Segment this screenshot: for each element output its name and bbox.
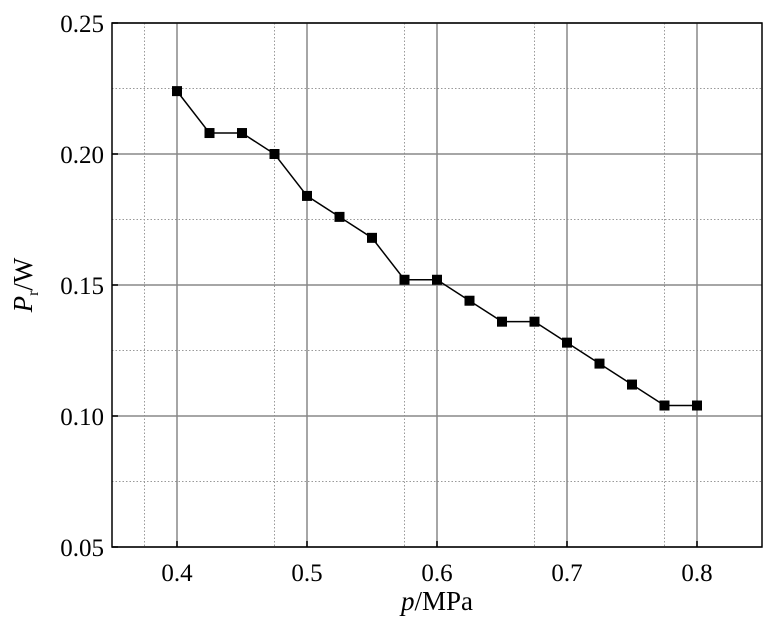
y-tick-label: 0.05 [60, 535, 104, 562]
data-point [237, 128, 247, 139]
axes [111, 22, 763, 548]
data-point [269, 149, 280, 159]
series [172, 86, 702, 411]
data-point [302, 190, 312, 201]
x-tick-label: 0.7 [551, 560, 582, 587]
y-axis-label: Pr/W [8, 257, 42, 313]
data-point [204, 128, 215, 139]
data-point [562, 337, 572, 348]
data-point [464, 295, 475, 306]
data-point [692, 400, 702, 411]
y-tick-label: 0.25 [60, 11, 104, 38]
data-point [367, 232, 377, 243]
y-tick-label: 0.20 [60, 142, 104, 169]
data-point [399, 274, 410, 285]
grid [112, 22, 762, 548]
y-tick-label: 0.10 [60, 404, 104, 431]
y-tick-label: 0.15 [60, 273, 104, 300]
data-point [497, 316, 507, 327]
x-tick-label: 0.4 [161, 560, 193, 587]
data-point [529, 316, 540, 327]
x-tick-label: 0.6 [421, 560, 452, 587]
data-point [334, 211, 345, 222]
x-tick-label: 0.8 [681, 560, 712, 587]
data-point [627, 379, 637, 390]
data-point [172, 86, 182, 97]
tick-labels: 0.4 0.5 0.6 0.7 0.8 0.05 0.10 0.15 0.20 0.25 [60, 11, 712, 587]
data-point [594, 358, 605, 369]
x-tick-label: 0.5 [291, 560, 322, 587]
data-point [432, 274, 442, 285]
data-point [659, 400, 670, 411]
x-axis-label: p/MPa [399, 586, 473, 616]
